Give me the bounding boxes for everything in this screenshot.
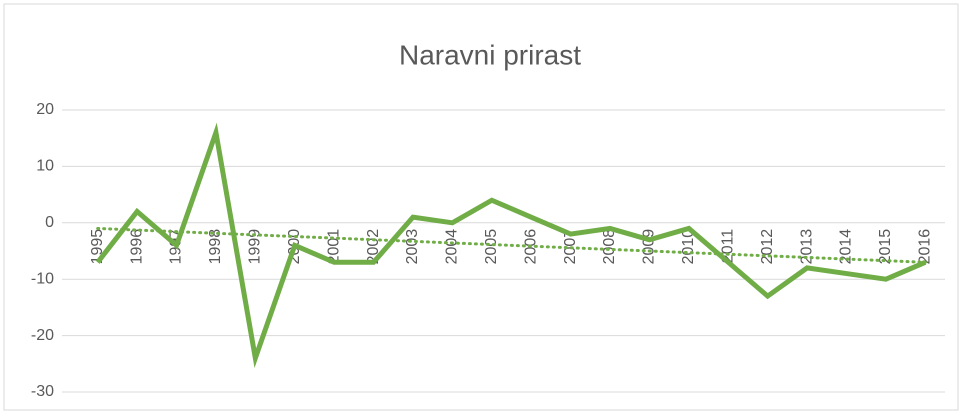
x-tick-label: 2013 [798, 229, 815, 265]
chart-title: Naravni prirast [399, 39, 581, 70]
y-tick-label: 10 [36, 158, 54, 175]
x-tick-label: 2007 [562, 229, 579, 265]
y-tick-label: 20 [36, 101, 54, 118]
x-tick-label: 2003 [404, 229, 421, 265]
y-tick-label: -30 [31, 383, 54, 400]
x-tick-label: 2004 [444, 229, 461, 265]
x-tick-label: 2009 [641, 229, 658, 265]
x-tick-label: 2012 [759, 229, 776, 265]
line-series [95, 122, 927, 369]
x-tick-label: 2010 [680, 229, 697, 265]
x-tick-label: 2016 [917, 229, 934, 265]
x-tick-label: 1998 [207, 229, 224, 265]
x-tick-label: 2005 [483, 229, 500, 265]
x-tick-label: 2014 [838, 229, 855, 265]
x-tick-label: 1996 [128, 229, 145, 265]
x-tick-label: 2015 [877, 229, 894, 265]
y-tick-label: -20 [31, 327, 54, 344]
y-tick-label: -10 [31, 270, 54, 287]
y-tick-label: 0 [45, 214, 54, 231]
x-tick-label: 2008 [601, 229, 618, 265]
x-tick-label: 1999 [247, 229, 264, 265]
